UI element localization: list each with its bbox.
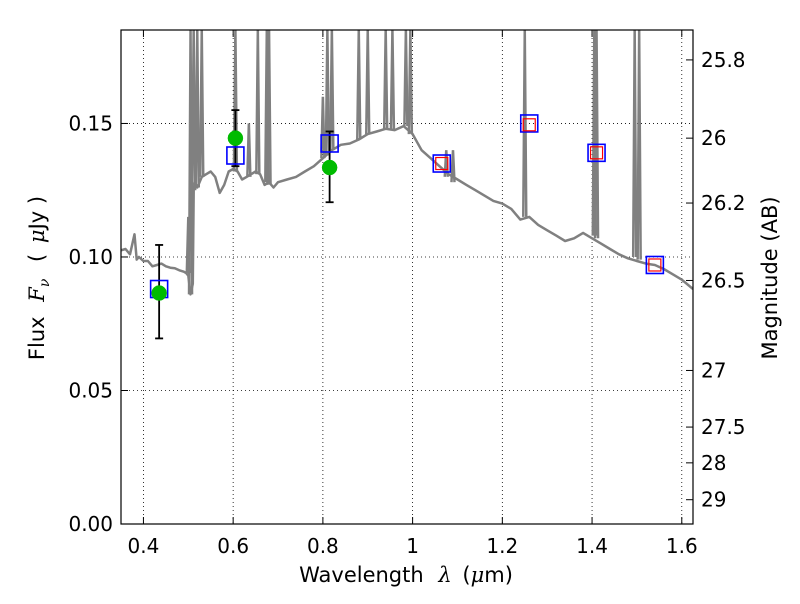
y2-tick-label: 27: [701, 358, 726, 382]
y2-tick-label: 26: [701, 126, 726, 150]
sed-emission-line: [356, 30, 362, 140]
sed-emission-line: [329, 30, 335, 151]
observed-nir-marker: [589, 146, 604, 160]
x-tick-label: 0.4: [128, 534, 160, 558]
plot-frame: [120, 29, 694, 525]
x-tick-label: 1.6: [666, 534, 698, 558]
y-tick-label: 0.05: [68, 378, 113, 402]
y2-tick-label: 28: [701, 451, 726, 475]
sed-emission-line: [187, 30, 194, 295]
model-flux-marker: [645, 255, 665, 275]
y-axis-title-unit-open: (: [25, 254, 49, 262]
sed-emission-line: [450, 150, 456, 183]
x-tick-label: 1.4: [576, 534, 608, 558]
sed-emission-line: [631, 30, 638, 257]
x-tick-label: 0.8: [307, 534, 339, 558]
model-flux-marker: [587, 143, 606, 163]
sed-emission-line: [255, 30, 261, 175]
model-flux-marker: [320, 134, 339, 153]
axes: 0.4 0.6 0.8 1 1.2 1.4 1.6 0.00 0.05 0.10 0.15 25.8 2…: [68, 29, 746, 558]
x-axis-title-unit-mu: μ: [471, 563, 485, 587]
y2-axis-title: Magnitude (AB): [758, 196, 782, 359]
y2-tick-label: 25.8: [701, 48, 746, 72]
observed-nir-marker: [435, 156, 449, 171]
model-flux-marker: [432, 154, 452, 173]
x-axis-title-unit-open: (: [462, 563, 470, 587]
sed-emission-line: [190, 30, 197, 191]
y-tick-label: 0.10: [68, 245, 113, 269]
sed-emission-line: [382, 30, 389, 129]
y-tick-label: 0.15: [68, 111, 113, 135]
observed-flux-point: [321, 159, 338, 176]
sed-emission-line: [636, 30, 642, 260]
x-axis-title-unit-rest: m): [484, 563, 513, 587]
sed-emission-line: [246, 123, 252, 177]
x-tick-label: 1: [406, 534, 419, 558]
model-flux-marker: [519, 114, 539, 133]
y-axis-title-unit-rest: Jy ): [25, 196, 49, 232]
sed-emission-line: [403, 30, 409, 127]
sed-emission-line: [199, 30, 205, 177]
sed-emission-line: [407, 30, 414, 135]
sed-emission-line: [593, 30, 600, 239]
x-tick-label: 1.2: [486, 534, 518, 558]
x-tick-label: 0.6: [217, 534, 249, 558]
y-axis-title-subscript: ν: [37, 278, 53, 287]
y2-tick-label: 26.5: [701, 268, 746, 292]
model-flux-marker: [226, 146, 245, 165]
sed-emission-line: [194, 30, 201, 188]
x-axis-title-text: Wavelength: [299, 563, 424, 587]
sed-emission-line: [522, 30, 528, 217]
plot-area: [121, 30, 693, 296]
sed-emission-line: [232, 30, 239, 172]
x-axis-title: Wavelength λ (μm): [299, 563, 513, 587]
observed-flux-point: [227, 130, 244, 146]
sed-emission-line: [389, 30, 396, 131]
observed-flux-point: [151, 285, 167, 301]
sed-emission-line: [266, 30, 272, 185]
x-axis-title-symbol: λ: [437, 563, 451, 587]
y2-tick-label: 29: [701, 488, 726, 512]
sed-emission-line: [364, 30, 371, 135]
y-axis-title: Flux Fν ( μJy ): [25, 196, 54, 360]
observed-nir-marker: [648, 258, 662, 272]
observed-nir-marker: [522, 118, 536, 132]
y-tick-label: 0.00: [68, 512, 113, 536]
y2-tick-label: 27.5: [701, 415, 746, 439]
sed-emission-line: [324, 30, 331, 156]
data-markers: [149, 109, 665, 340]
y2-tick-label: 26.2: [701, 191, 746, 215]
y-axis-title-text: Flux: [25, 316, 49, 360]
y-axis-title-symbol: F: [25, 286, 49, 303]
sed-model-line: [121, 124, 693, 296]
y-axis-title-unit-mu: μ: [25, 229, 49, 243]
